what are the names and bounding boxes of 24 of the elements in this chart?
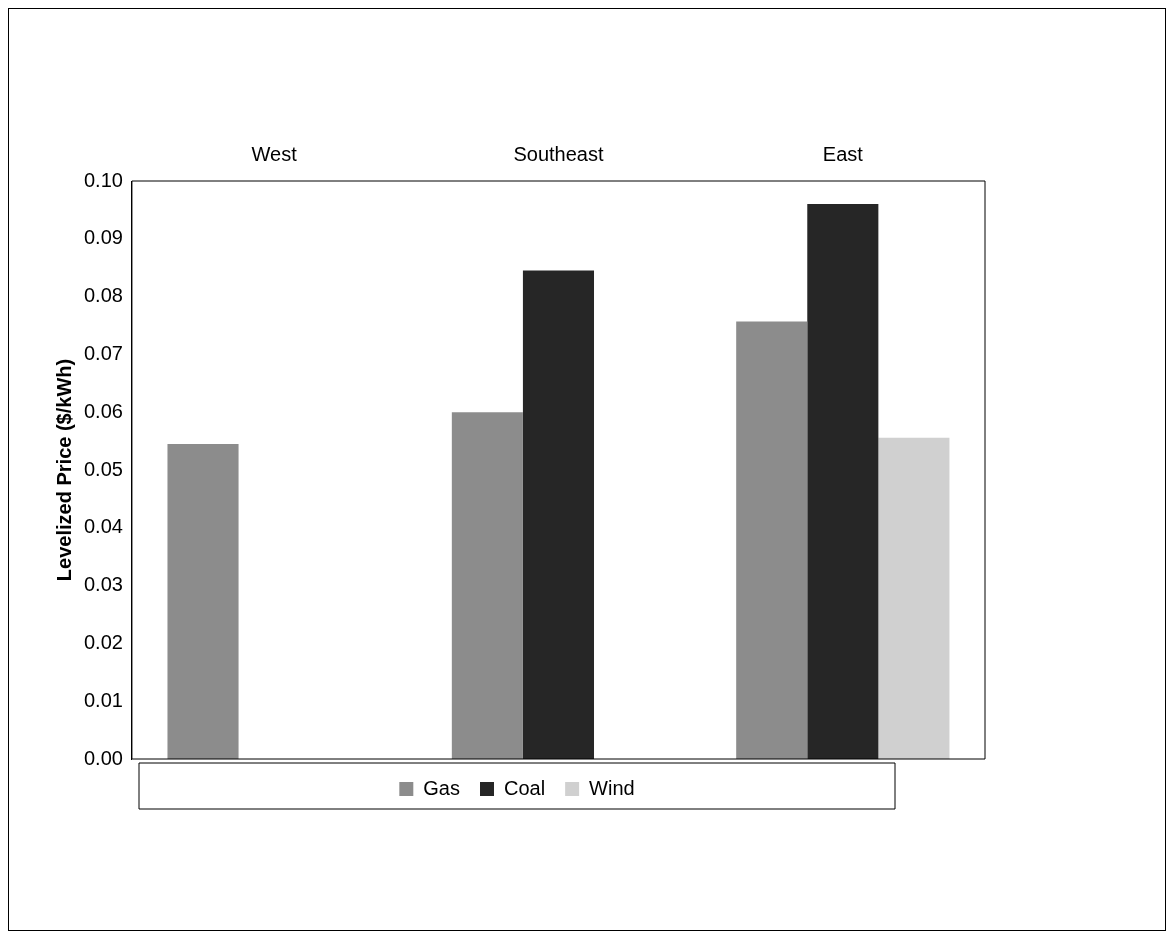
x-tick-label: Southeast xyxy=(513,142,604,165)
y-tick-label: 0.08 xyxy=(83,284,123,307)
y-tick-label: 0.00 xyxy=(83,746,123,769)
y-tick-label: 0.02 xyxy=(83,630,123,653)
x-tick-label: West xyxy=(251,142,298,165)
bar xyxy=(736,321,808,759)
bar xyxy=(167,443,239,759)
bar xyxy=(522,270,595,759)
legend-label: Wind xyxy=(589,776,635,799)
bar xyxy=(878,437,950,759)
y-tick-label: 0.04 xyxy=(83,515,123,538)
bar xyxy=(807,204,879,759)
y-tick-label: 0.01 xyxy=(83,688,123,711)
y-tick-label: 0.06 xyxy=(83,399,123,422)
legend-label: Gas xyxy=(423,776,460,799)
bar xyxy=(451,412,523,759)
legend-label: Coal xyxy=(503,776,546,799)
y-tick-label: 0.10 xyxy=(83,168,123,191)
y-tick-label: 0.07 xyxy=(83,341,123,364)
y-tick-label: 0.09 xyxy=(83,226,123,249)
x-tick-label: East xyxy=(822,142,864,165)
y-tick-label: 0.05 xyxy=(83,457,123,480)
y-axis-title: Levelized Price ($/kWh) xyxy=(52,358,75,582)
y-tick-label: 0.03 xyxy=(83,573,123,596)
